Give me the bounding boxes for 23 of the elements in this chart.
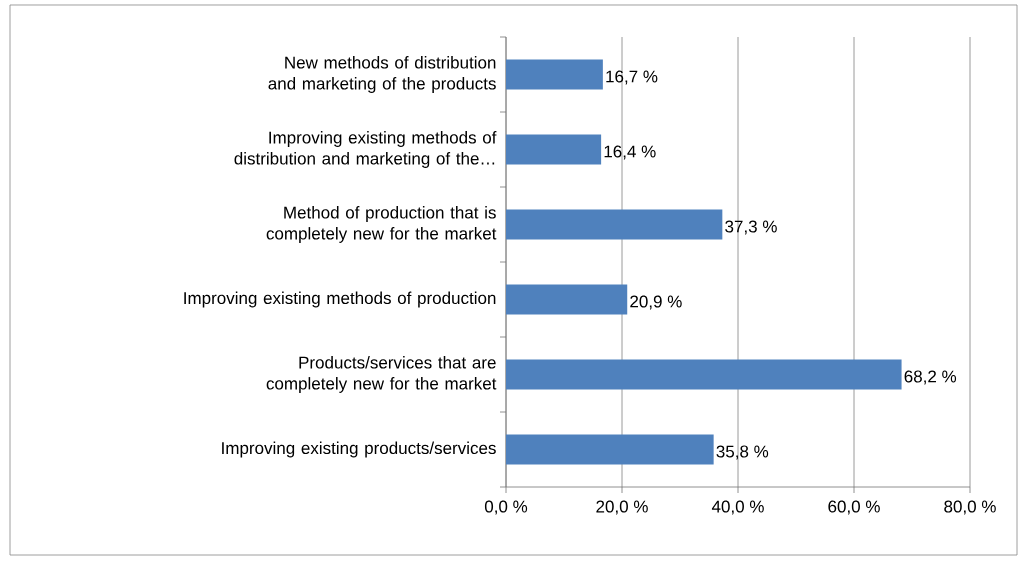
x-tick-label: 20,0 %	[596, 500, 648, 515]
bar	[506, 359, 902, 390]
bar	[506, 134, 602, 165]
data-label: 20,9 %	[630, 295, 682, 310]
bar	[506, 59, 603, 90]
y-tick-label: Method of production that is completely new for the market	[266, 206, 497, 243]
data-label: 16,7 %	[606, 70, 658, 85]
x-tick-label: 60,0 %	[828, 500, 880, 515]
bar	[506, 434, 714, 465]
y-tick-label: New methods of distribution and marketing of the products	[268, 56, 496, 93]
bar	[506, 209, 723, 240]
y-tick-label: Improving existing methods of production	[184, 291, 496, 308]
x-tick-label: 80,0 %	[944, 500, 996, 515]
data-label: 35,8 %	[716, 445, 769, 460]
data-label: 16,4 %	[604, 145, 656, 160]
data-label: 37,3 %	[725, 220, 777, 235]
x-tick-label: 0,0 %	[484, 500, 528, 515]
y-tick-label: Improving existing products/services	[222, 441, 496, 458]
y-tick-label: Improving existing methods of distribution and marketing of the…	[234, 131, 497, 168]
y-tick-label: Products/services that are completely new for the market	[266, 356, 497, 393]
x-tick-label: 40,0 %	[711, 500, 764, 515]
data-label: 68,2 %	[904, 370, 957, 385]
bar	[506, 284, 628, 315]
